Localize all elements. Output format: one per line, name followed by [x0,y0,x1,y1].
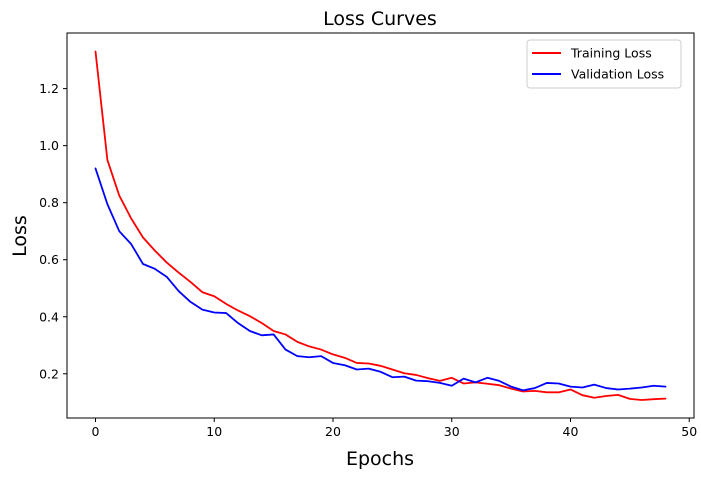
x-axis-title: Epochs [346,448,414,470]
y-tick-label: 0.6 [39,252,59,267]
y-axis-title: Loss [9,215,31,257]
legend-label-validation: Validation Loss [571,67,664,82]
x-tick-label: 0 [92,424,100,439]
series-layer [94,50,667,401]
y-tick-label: 1.0 [39,138,59,153]
x-axis-ticks: 0 10 20 30 40 50 [92,418,697,439]
legend: Training Loss Validation Loss [526,39,682,89]
x-tick-label: 20 [325,424,341,439]
x-tick-label: 50 [681,424,697,439]
legend-frame [526,39,682,89]
x-tick-label: 30 [444,424,460,439]
chart-title: Loss Curves [323,8,437,30]
y-tick-label: 0.4 [39,309,59,324]
y-tick-label: 0.8 [39,195,59,210]
y-axis-ticks: 0.2 0.4 0.6 0.8 1.0 1.2 [39,81,67,381]
y-tick-label: 0.2 [39,366,59,381]
y-tick-label: 1.2 [39,81,59,96]
series-line-validation [94,167,667,392]
plot-area [66,32,695,419]
legend-label-training: Training Loss [570,46,652,61]
x-tick-label: 10 [206,424,222,439]
series-line-training [94,50,667,401]
x-tick-label: 40 [563,424,579,439]
